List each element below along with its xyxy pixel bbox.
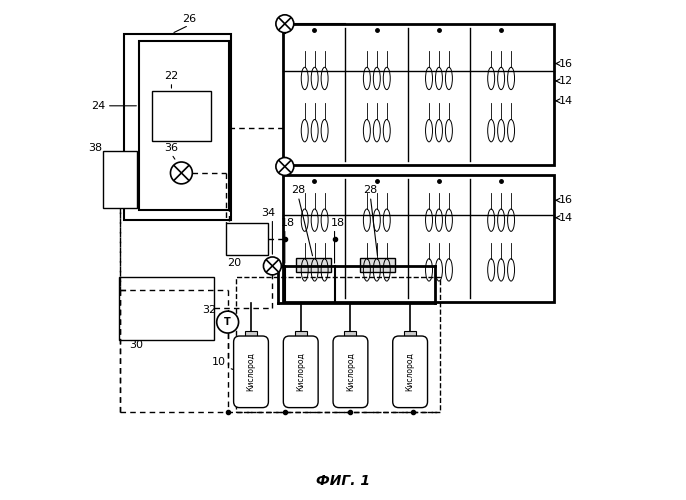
Text: 12: 12 <box>559 76 573 86</box>
Text: 14: 14 <box>559 212 573 222</box>
Text: 18: 18 <box>281 218 295 228</box>
FancyBboxPatch shape <box>333 336 368 407</box>
Text: 16: 16 <box>559 196 573 205</box>
Text: 14: 14 <box>559 96 573 106</box>
Text: Кислород: Кислород <box>346 352 355 391</box>
FancyBboxPatch shape <box>283 336 318 407</box>
Circle shape <box>276 158 294 176</box>
Text: ФИГ. 1: ФИГ. 1 <box>316 474 370 488</box>
Bar <box>139 41 228 210</box>
Circle shape <box>170 162 192 184</box>
Circle shape <box>276 15 294 32</box>
Bar <box>295 331 307 342</box>
Bar <box>245 331 257 342</box>
Bar <box>124 34 231 220</box>
Bar <box>283 24 554 166</box>
Text: 16: 16 <box>559 58 573 68</box>
Text: 28: 28 <box>291 186 305 196</box>
Text: Кислород: Кислород <box>246 352 255 391</box>
Bar <box>152 91 211 140</box>
FancyBboxPatch shape <box>392 336 427 407</box>
Text: Кислород: Кислород <box>405 352 414 391</box>
Bar <box>344 331 357 342</box>
Text: 30: 30 <box>129 340 143 349</box>
FancyBboxPatch shape <box>234 336 268 407</box>
Bar <box>404 331 416 342</box>
Text: 10: 10 <box>212 357 226 367</box>
Circle shape <box>263 257 281 275</box>
Text: 34: 34 <box>261 208 276 218</box>
Text: 18: 18 <box>331 218 344 228</box>
Text: 10: 10 <box>415 399 429 409</box>
Circle shape <box>217 311 239 333</box>
Bar <box>296 258 331 272</box>
Text: Кислород: Кислород <box>296 352 305 391</box>
Bar <box>119 278 214 340</box>
Text: T: T <box>224 317 231 327</box>
Text: 26: 26 <box>182 14 196 24</box>
Text: 24: 24 <box>91 101 106 111</box>
Bar <box>236 278 440 411</box>
Text: 32: 32 <box>202 304 216 314</box>
Text: 20: 20 <box>227 258 241 268</box>
Text: 38: 38 <box>88 143 102 153</box>
Bar <box>360 258 395 272</box>
Text: 22: 22 <box>165 71 178 81</box>
Text: 36: 36 <box>165 143 178 153</box>
Bar <box>226 222 268 255</box>
Bar <box>283 176 554 302</box>
Text: 28: 28 <box>363 186 377 196</box>
Bar <box>104 150 137 208</box>
